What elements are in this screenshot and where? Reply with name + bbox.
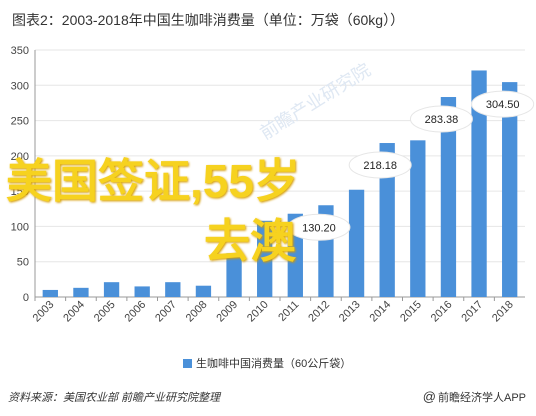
y-tick-label: 200 (11, 151, 29, 163)
x-tick-label: 2009 (214, 299, 240, 325)
x-tick-label: 2013 (337, 299, 363, 325)
y-tick-label: 100 (11, 221, 29, 233)
x-tick-label: 2011 (276, 299, 301, 324)
y-tick-label: 250 (11, 116, 29, 128)
data-label-bubble (471, 90, 535, 118)
bar-2003 (42, 289, 58, 297)
y-tick-label: 350 (11, 45, 29, 57)
bar-2005 (103, 282, 120, 297)
x-tick-label: 2018 (490, 299, 516, 325)
data-label: 304.50 (486, 99, 520, 111)
brand-name: 前瞻经济学人APP (437, 392, 526, 404)
bar-2004 (73, 287, 89, 297)
x-axis-ticks: 2003 2004 2005 2006 2007 2008 2009 2010 2011 2012… (31, 297, 516, 324)
chart-title: 图表2：2003-2018年中国生咖啡消费量（单位：万袋（60kg）） (12, 12, 405, 28)
source-note: 资料来源：美国农业部 前瞻产业研究院整理 (8, 392, 221, 404)
x-tick-label: 2008 (184, 299, 210, 325)
x-tick-label: 2012 (306, 299, 332, 325)
bar-2015 (410, 140, 426, 297)
x-tick-label: 2016 (429, 299, 455, 325)
data-label-bubble (348, 151, 412, 179)
x-tick-label: 2004 (61, 299, 87, 325)
watermark: 前瞻产业研究院 (257, 60, 374, 144)
data-label-bubble (287, 213, 351, 241)
brand-logo-icon: @ (422, 389, 436, 404)
legend: 生咖啡中国消费量（60公斤袋） (183, 356, 351, 370)
bar-2006 (134, 286, 150, 297)
x-tick-label: 2005 (92, 299, 118, 325)
data-label-bubble (409, 105, 473, 133)
bar-2013 (348, 189, 365, 297)
y-tick-label: 150 (11, 186, 29, 198)
bar-2017 (471, 70, 487, 297)
x-tick-label: 2015 (398, 299, 424, 325)
data-labels: 130.20 218.18 283.38 304.50 (287, 90, 535, 241)
legend-label: 生咖啡中国消费量（60公斤袋） (196, 356, 351, 370)
data-label: 218.18 (363, 160, 397, 172)
bar-2007 (165, 282, 181, 297)
bar-2010 (257, 220, 273, 297)
y-tick-label: 300 (11, 80, 29, 92)
bar-2018 (502, 82, 518, 297)
x-tick-label: 2010 (245, 299, 271, 325)
x-tick-label: 2006 (123, 299, 149, 325)
bar-2009 (226, 253, 242, 297)
x-tick-label: 2007 (153, 299, 179, 325)
x-tick-label: 2003 (31, 299, 57, 325)
bar-2016 (440, 97, 457, 298)
y-tick-label: 0 (23, 292, 29, 304)
bars (42, 70, 518, 298)
y-tick-label: 50 (17, 257, 29, 269)
brand: @ 前瞻经济学人APP (423, 389, 526, 405)
x-tick-label: 2017 (459, 299, 485, 325)
data-label: 283.38 (425, 114, 459, 126)
legend-swatch (183, 359, 192, 368)
y-axis-ticks: 0 50 100 150 200 250 300 350 (11, 45, 29, 304)
data-label: 130.20 (302, 222, 336, 234)
x-tick-label: 2014 (368, 299, 394, 325)
bar-2014 (379, 143, 395, 297)
bar-2008 (195, 285, 212, 297)
